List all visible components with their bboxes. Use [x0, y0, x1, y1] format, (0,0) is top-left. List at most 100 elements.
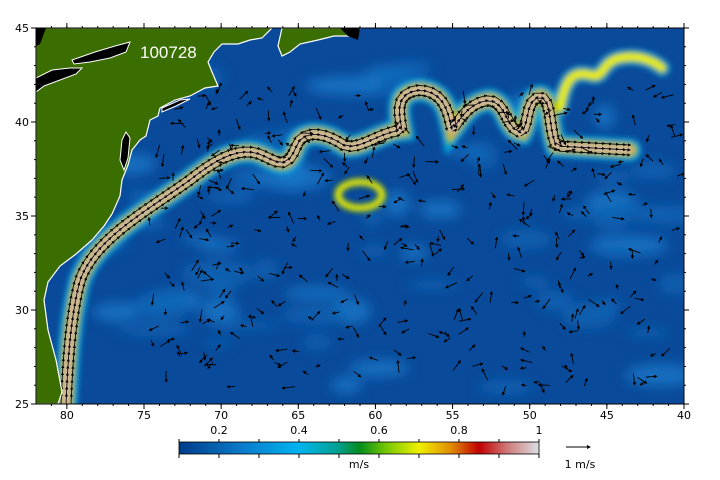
eddy-patch: [181, 260, 255, 287]
velocity-arrow: [387, 124, 398, 129]
velocity-arrow: [368, 356, 379, 361]
colorbar-tick-label: 0.4: [290, 424, 308, 437]
velocity-arrow: [573, 129, 584, 139]
velocity-arrow: [563, 107, 571, 112]
eddy-patch: [251, 165, 331, 191]
velocity-arrow: [159, 176, 171, 180]
velocity-arrow: [202, 271, 214, 280]
velocity-arrow: [177, 351, 181, 357]
velocity-arrow: [393, 237, 403, 246]
velocity-arrow: [281, 386, 296, 390]
velocity-arrow: [326, 221, 336, 225]
velocity-arrow: [307, 316, 314, 321]
velocity-arrow: [394, 97, 398, 108]
vector-scale-label: 1 m/s: [565, 458, 596, 471]
eddy-patch: [284, 286, 349, 300]
velocity-arrow: [565, 374, 574, 383]
velocity-arrow: [383, 241, 389, 251]
velocity-arrow: [180, 144, 185, 155]
eddy-patch: [383, 190, 411, 217]
velocity-arrow: [519, 366, 527, 370]
eddy-patch: [202, 338, 233, 347]
velocity-arrow: [318, 149, 331, 154]
velocity-arrow: [458, 307, 463, 321]
velocity-arrow: [285, 142, 291, 147]
velocity-arrow: [494, 96, 504, 103]
lon-tick-label: 50: [523, 409, 537, 422]
eddy-patch: [205, 189, 256, 204]
velocity-arrow: [217, 329, 222, 336]
velocity-arrow: [216, 82, 222, 94]
velocity-arrow: [566, 212, 574, 217]
velocity-arrow: [576, 320, 581, 331]
velocity-arrow: [517, 246, 522, 259]
eddy-patch: [418, 200, 462, 219]
velocity-arrow: [197, 93, 207, 98]
eddy-patch: [603, 247, 630, 259]
lat-tick-label: 35: [15, 210, 29, 223]
eddy-patch: [118, 323, 192, 337]
velocity-arrow: [206, 140, 211, 152]
eddy-patch: [281, 306, 349, 325]
velocity-arrow: [429, 241, 441, 246]
velocity-arrow: [568, 330, 579, 334]
velocity-arrow: [346, 243, 350, 252]
velocity-arrow: [520, 131, 528, 137]
velocity-arrow: [333, 144, 344, 151]
velocity-arrow: [428, 333, 440, 339]
chesapeake-bay: [119, 131, 131, 172]
velocity-arrow: [636, 318, 646, 325]
velocity-arrow: [205, 228, 212, 238]
velocity-arrow: [202, 352, 207, 361]
eddy-patch: [301, 334, 333, 350]
velocity-arrow: [451, 124, 457, 128]
velocity-arrow: [417, 199, 426, 203]
velocity-arrow: [256, 308, 265, 315]
velocity-arrow: [396, 359, 400, 373]
velocity-arrow: [626, 86, 634, 91]
eddy-patch: [407, 279, 457, 290]
velocity-arrow: [231, 241, 240, 246]
velocity-arrow: [645, 374, 658, 379]
eddy-patch: [132, 292, 189, 320]
velocity-arrow: [642, 202, 648, 206]
velocity-arrow: [408, 84, 420, 88]
velocity-arrow: [404, 260, 415, 265]
velocity-arrow: [397, 197, 405, 202]
velocity-arrow: [444, 120, 448, 132]
velocity-arrow: [544, 109, 552, 115]
velocity-arrow: [254, 228, 262, 233]
velocity-arrow: [528, 83, 534, 96]
velocity-arrow: [359, 235, 365, 241]
lon-tick-label: 60: [368, 409, 382, 422]
velocity-arrow: [371, 146, 376, 158]
velocity-arrow: [277, 301, 286, 307]
velocity-arrow: [240, 186, 254, 191]
velocity-arrow: [206, 318, 215, 323]
lon-tick-label: 80: [60, 409, 74, 422]
velocity-arrow: [580, 211, 587, 217]
velocity-arrow: [670, 124, 676, 137]
velocity-arrow: [337, 114, 344, 119]
velocity-arrow: [210, 106, 219, 111]
velocity-arrow: [460, 153, 469, 163]
velocity-arrow: [557, 160, 565, 167]
eddy-patch: [253, 258, 278, 280]
eddy-patch: [360, 244, 388, 258]
velocity-arrow: [264, 131, 272, 135]
velocity-arrow: [197, 195, 204, 200]
velocity-arrow: [226, 244, 235, 248]
velocity-arrow: [537, 383, 550, 387]
velocity-arrow: [208, 179, 219, 185]
velocity-arrow: [615, 283, 620, 290]
velocity-arrow: [393, 199, 400, 204]
velocity-arrow: [520, 347, 530, 353]
velocity-arrow: [271, 133, 283, 138]
velocity-arrow: [364, 157, 369, 165]
date-label: 100728: [140, 43, 197, 62]
velocity-arrow: [677, 172, 684, 177]
velocity-arrow: [235, 118, 241, 131]
velocity-arrow: [484, 104, 495, 109]
velocity-arrow: [408, 174, 417, 186]
velocity-arrow: [523, 98, 529, 109]
